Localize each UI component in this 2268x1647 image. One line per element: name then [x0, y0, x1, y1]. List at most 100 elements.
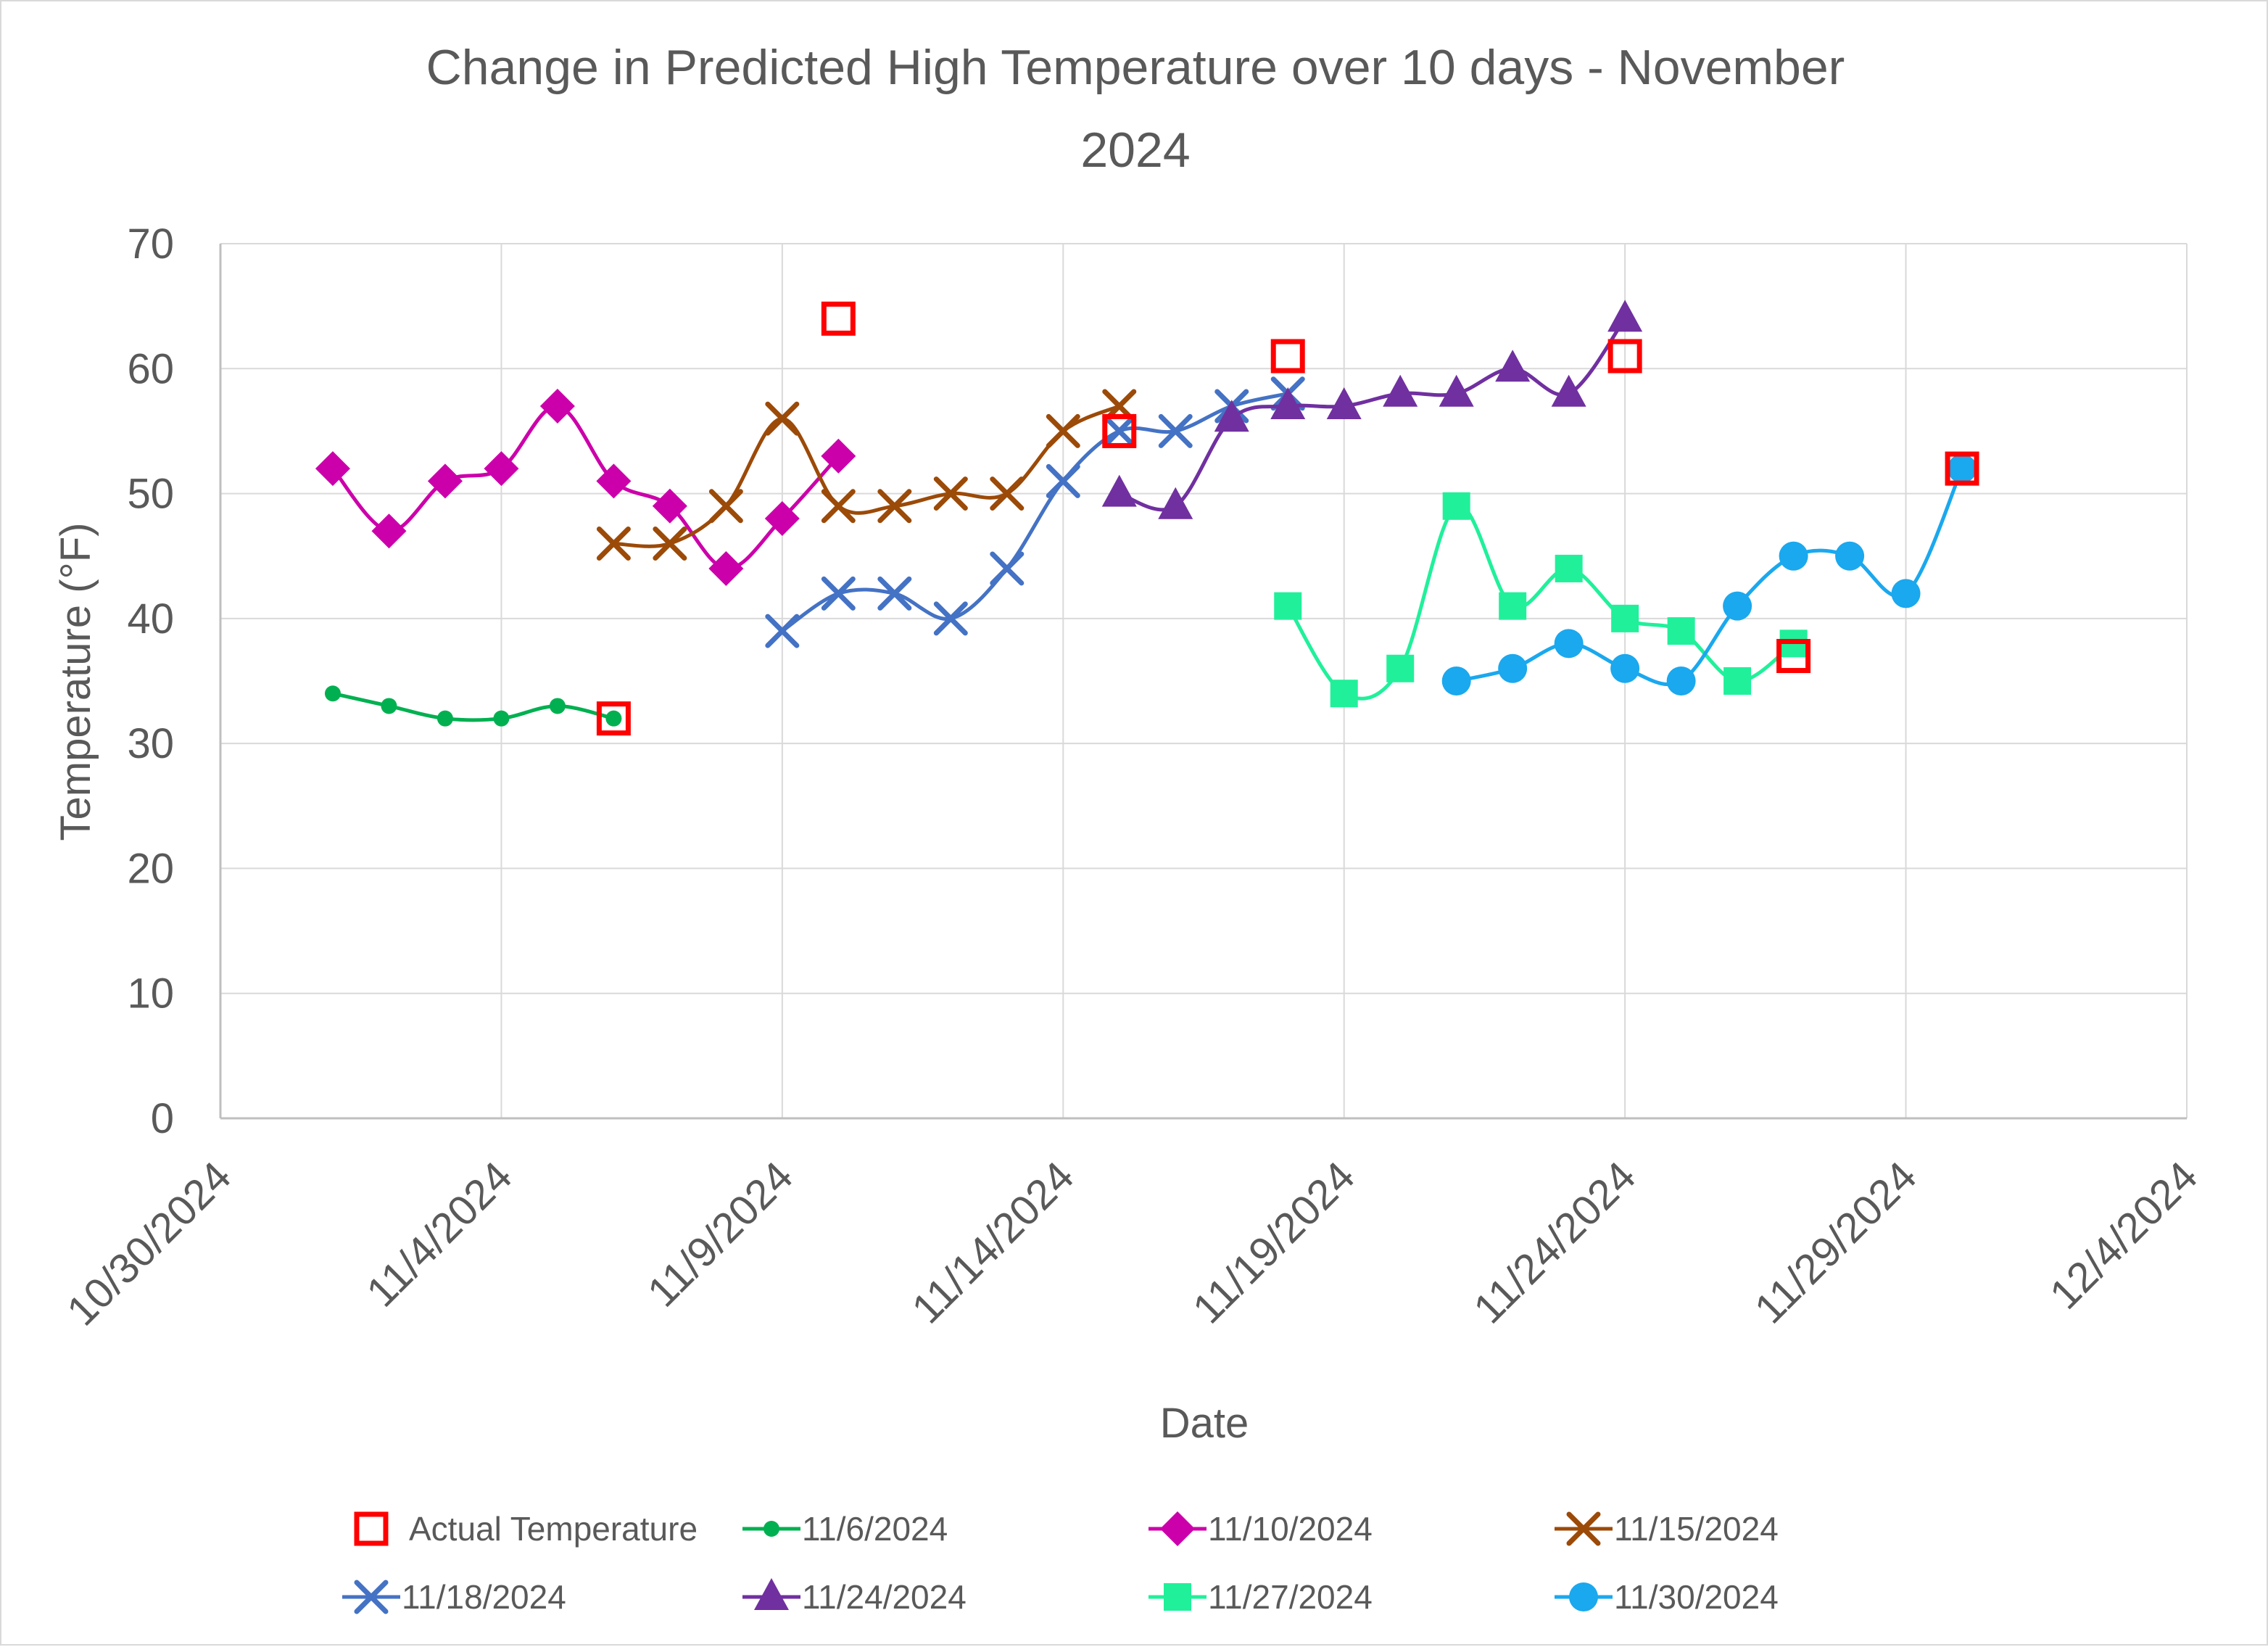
y-tick-label-10: 10 [127, 970, 174, 1017]
x-tick-label-3: 11/14/2024 [903, 1152, 1083, 1332]
series-4-line [781, 392, 1288, 633]
series-7-point-9 [1948, 454, 1977, 484]
series-4-point-7 [1158, 413, 1193, 448]
series-7-point-3 [1610, 653, 1640, 683]
series-1-point-1 [381, 698, 397, 714]
legend-marker-3 [1566, 1511, 1601, 1546]
series-3-point-6 [933, 476, 968, 511]
series-2-point-7 [708, 550, 744, 586]
legend-marker-5 [754, 1578, 789, 1610]
series-5-point-9 [1607, 300, 1643, 332]
series-2-point-3 [484, 451, 519, 487]
series-6-point-0 [1274, 592, 1302, 620]
series-1-line [332, 691, 614, 722]
series-4-point-4 [990, 551, 1025, 586]
series-6-point-1 [1330, 680, 1358, 708]
y-tick-label-40: 40 [127, 595, 174, 643]
y-axis-title: Temperature (°F) [52, 523, 99, 841]
series-2-point-5 [596, 463, 632, 499]
legend-item-7: 11/30/2024 [1555, 1578, 1779, 1616]
legend: Actual Temperature 11/6/2024 11/10/2024 11/… [342, 1510, 1779, 1616]
series-2-line [331, 404, 840, 571]
x-tick-label-1: 11/4/2024 [357, 1152, 521, 1316]
legend-item-1: 11/6/2024 [742, 1510, 948, 1548]
series-3-line [613, 404, 1120, 548]
series-7-point-7 [1835, 541, 1865, 571]
series-1 [324, 685, 622, 727]
series-3-point-3 [765, 401, 800, 436]
legend-item-4: 11/18/2024 [342, 1578, 566, 1616]
series-0-point-5 [1776, 639, 1811, 674]
chart-title-line-1: Change in Predicted High Temperature ove… [426, 40, 1845, 95]
series-7-point-2 [1554, 629, 1584, 659]
series-3-point-1 [653, 526, 687, 561]
series-1-point-3 [493, 710, 510, 727]
x-tick-label-4: 11/19/2024 [1184, 1152, 1364, 1332]
series-1-point-0 [324, 685, 341, 702]
legend-item-2: 11/10/2024 [1149, 1510, 1373, 1548]
series-0-point-1 [821, 301, 856, 336]
legend-marker-6 [1164, 1583, 1191, 1611]
series-4-point-1 [821, 576, 856, 611]
legend-item-0: Actual Temperature [354, 1510, 698, 1548]
series-6-point-2 [1386, 654, 1415, 682]
series-7-point-1 [1498, 653, 1528, 683]
series-1-point-2 [436, 710, 453, 727]
series-0-point-3 [1270, 339, 1305, 373]
series-layer [315, 300, 1979, 736]
series-4-point-3 [933, 601, 968, 636]
series-4-point-6 [1102, 413, 1137, 448]
x-tick-label-2: 11/9/2024 [639, 1152, 802, 1316]
series-2-point-9 [821, 438, 856, 474]
series-5 [1101, 300, 1643, 519]
series-3-point-8 [1046, 413, 1080, 448]
y-tick-label-70: 70 [127, 220, 174, 268]
series-0-point-4 [1607, 339, 1642, 373]
legend-label-5: 11/24/2024 [802, 1578, 967, 1616]
series-3-point-0 [596, 526, 631, 561]
x-tick-label-0: 10/30/2024 [58, 1152, 240, 1334]
legend-marker-0 [354, 1511, 389, 1546]
series-0-point-2 [1102, 413, 1137, 448]
series-4 [765, 376, 1305, 648]
series-3-point-4 [821, 489, 856, 524]
y-tick-label-50: 50 [127, 471, 174, 518]
y-tick-label-30: 30 [127, 720, 174, 767]
series-7-point-0 [1441, 666, 1471, 695]
series-5-point-4 [1326, 387, 1362, 419]
series-7-point-5 [1723, 591, 1752, 621]
series-7-line [1456, 468, 1964, 687]
series-1-point-4 [549, 698, 566, 714]
legend-label-2: 11/10/2024 [1208, 1510, 1373, 1548]
x-tick-label-7: 12/4/2024 [2041, 1152, 2206, 1318]
series-4-point-5 [1046, 463, 1080, 498]
series-6-point-4 [1499, 592, 1527, 620]
series-0-point-6 [1945, 451, 1979, 486]
series-5-point-6 [1439, 374, 1474, 407]
series-2-point-8 [764, 501, 800, 537]
series-6-point-7 [1667, 617, 1695, 645]
series-7 [1441, 454, 1977, 695]
series-2-point-1 [371, 513, 407, 549]
series-6-point-6 [1611, 604, 1639, 632]
series-5-line [1118, 317, 1627, 512]
legend-label-0: Actual Temperature [409, 1510, 698, 1548]
series-2-point-0 [315, 451, 350, 487]
legend-marker-7 [1569, 1582, 1598, 1611]
legend-label-4: 11/18/2024 [402, 1578, 566, 1616]
series-6 [1274, 492, 1808, 708]
legend-marker-4 [354, 1580, 389, 1614]
series-5-point-2 [1214, 400, 1249, 432]
series-6-point-8 [1723, 667, 1752, 695]
series-6-point-5 [1555, 554, 1583, 582]
series-4-point-2 [877, 576, 912, 611]
series-5-point-7 [1495, 350, 1531, 382]
x-tick-labels: 10/30/2024 11/4/2024 11/9/2024 11/14/2024 11… [58, 1152, 2206, 1334]
x-axis-title: Date [1160, 1400, 1249, 1447]
series-2-point-6 [652, 488, 687, 524]
y-tick-labels: 0 10 20 30 40 50 60 70 [127, 220, 174, 1142]
series-2-point-4 [539, 388, 575, 424]
legend-item-3: 11/15/2024 [1555, 1510, 1779, 1548]
series-2 [315, 388, 856, 586]
series-5-point-1 [1158, 487, 1193, 519]
